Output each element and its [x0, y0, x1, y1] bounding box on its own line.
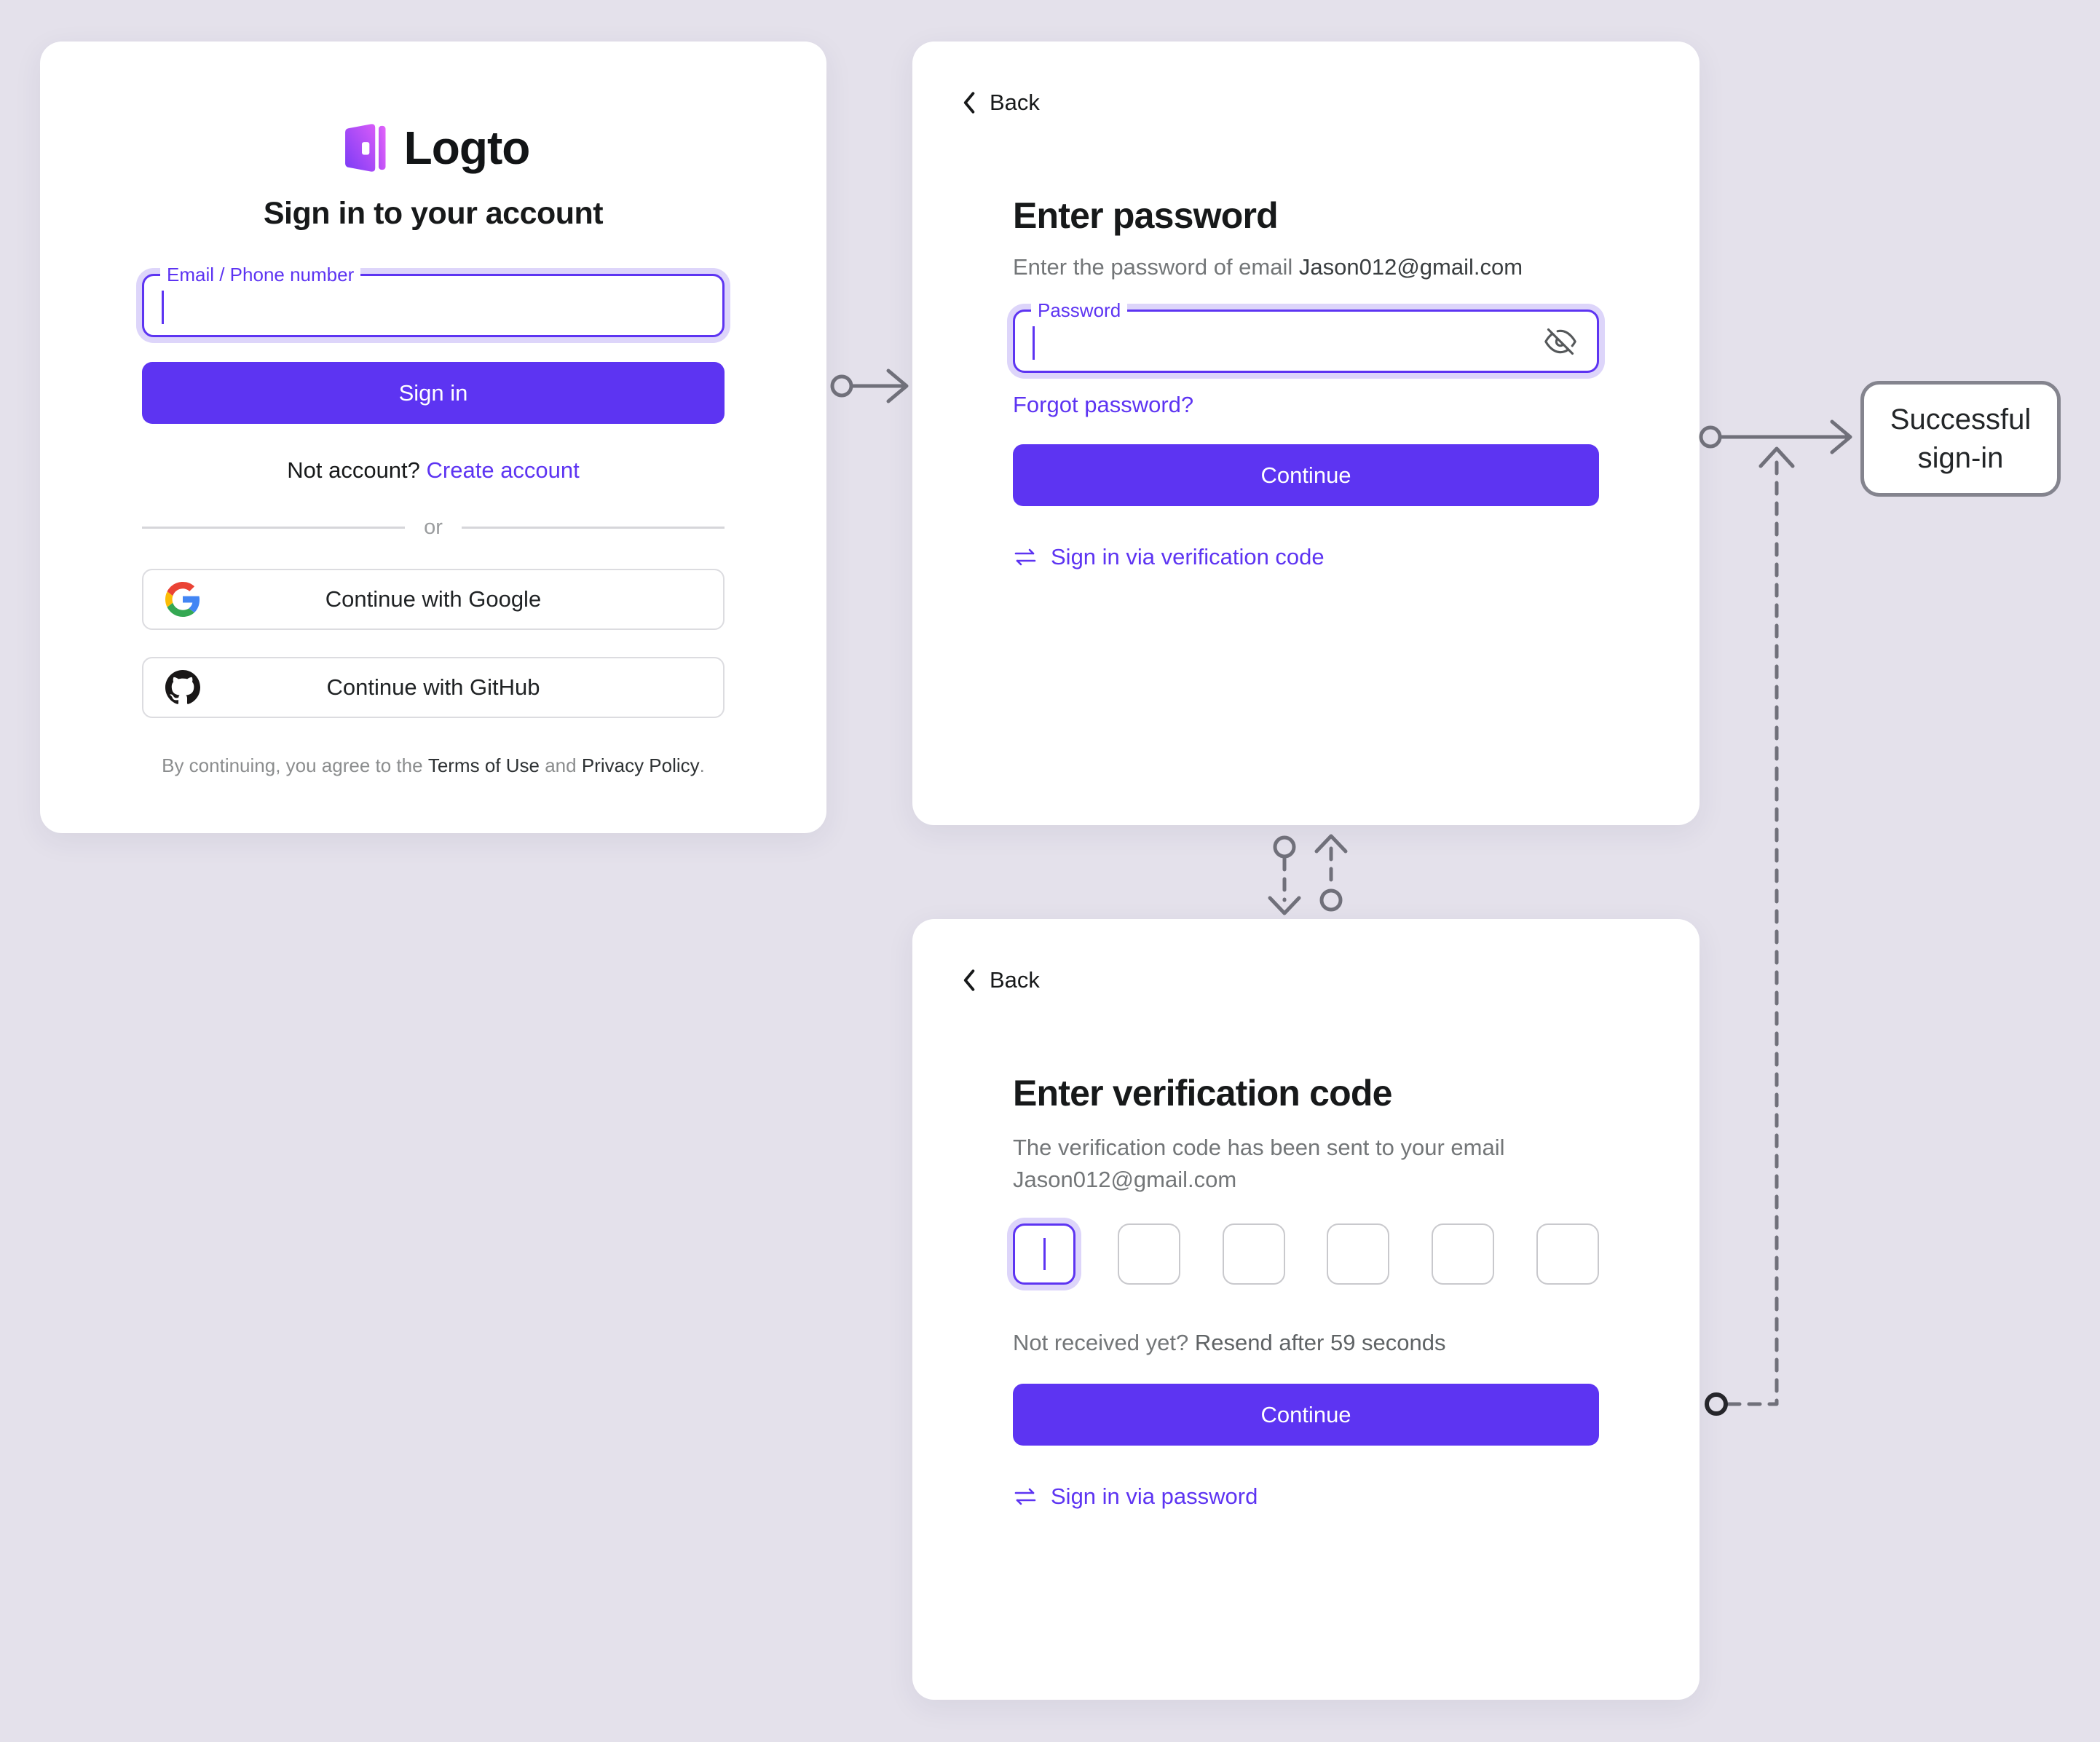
create-account-row: Not account? Create account	[287, 457, 580, 484]
switch-method-icon	[1014, 548, 1036, 566]
signin-button[interactable]: Sign in	[142, 362, 725, 424]
code-inputs	[1013, 1223, 1599, 1285]
terms-of-use-link[interactable]: Terms of Use	[427, 754, 540, 776]
back-button[interactable]: Back	[959, 967, 1040, 993]
github-icon	[165, 670, 200, 705]
code-digit-input-2[interactable]	[1117, 1223, 1180, 1285]
signin-title: Sign in to your account	[263, 196, 604, 231]
password-input-label: Password	[1031, 299, 1128, 323]
divider-label: or	[424, 516, 443, 539]
logo-wordmark: Logto	[403, 122, 531, 174]
subtitle-email: Jason012@gmail.com	[1013, 1167, 1237, 1192]
continue-with-google-button[interactable]: Continue with Google	[142, 569, 725, 630]
text-caret	[162, 291, 164, 324]
password-title: Enter password	[1013, 195, 1279, 236]
identifier-input[interactable]: Email / Phone number	[142, 264, 725, 337]
github-button-label: Continue with GitHub	[326, 674, 540, 700]
eye-off-icon	[1544, 328, 1576, 355]
identifier-input-label: Email / Phone number	[160, 264, 361, 287]
resend-row: Not received yet? Resend after 59 second…	[1013, 1330, 1599, 1356]
or-divider: or	[142, 516, 725, 540]
toggle-password-visibility-button[interactable]	[1544, 326, 1576, 358]
divider-line	[142, 527, 406, 529]
signin-card: Logto Sign in to your account Email / Ph…	[40, 42, 826, 833]
divider-line	[461, 527, 725, 529]
google-icon	[165, 582, 200, 617]
privacy-policy-link[interactable]: Privacy Policy	[581, 754, 700, 776]
back-button[interactable]: Back	[959, 90, 1040, 116]
terms-conjunction: and	[545, 754, 577, 776]
switch-method-row: Sign in via password	[1013, 1483, 1599, 1510]
verification-subtitle: The verification code has been sent to y…	[1013, 1132, 1599, 1196]
terms-row: By continuing, you agree to the Terms of…	[162, 754, 705, 777]
successful-signin-node: Successful sign-in	[1860, 381, 2061, 497]
resend-prefix: Not received yet?	[1013, 1330, 1189, 1355]
verification-title: Enter verification code	[1013, 1073, 1392, 1114]
text-caret	[1043, 1238, 1046, 1270]
switch-method-icon	[1014, 1488, 1036, 1505]
continue-with-github-button[interactable]: Continue with GitHub	[142, 657, 725, 718]
enter-password-card: Back Enter password Enter the password o…	[912, 42, 1700, 825]
create-account-link[interactable]: Create account	[426, 457, 580, 483]
logto-door-icon	[337, 120, 392, 176]
chevron-left-icon	[963, 92, 975, 114]
logto-logo: Logto	[337, 120, 530, 176]
code-digit-input-6[interactable]	[1536, 1223, 1599, 1285]
forgot-password-link[interactable]: Forgot password?	[1013, 392, 1194, 417]
continue-button[interactable]: Continue	[1013, 444, 1599, 506]
chevron-left-icon	[963, 969, 975, 991]
google-button-label: Continue with Google	[325, 586, 542, 612]
no-account-text: Not account?	[287, 457, 420, 483]
signin-via-password-link[interactable]: Sign in via password	[1051, 1483, 1258, 1509]
subtitle-prefix: Enter the password of email	[1013, 254, 1293, 280]
subtitle-text: The verification code has been sent to y…	[1013, 1135, 1505, 1160]
successful-signin-label: Successful sign-in	[1890, 403, 2032, 474]
signin-via-verification-code-link[interactable]: Sign in via verification code	[1051, 544, 1325, 570]
back-label: Back	[990, 90, 1040, 115]
code-digit-input-3[interactable]	[1222, 1223, 1285, 1285]
terms-prefix: By continuing, you agree to the	[162, 754, 423, 776]
password-subtitle: Enter the password of email Jason012@gma…	[1013, 254, 1599, 280]
terms-suffix: .	[699, 754, 705, 776]
switch-method-row: Sign in via verification code	[1013, 544, 1599, 570]
subtitle-email: Jason012@gmail.com	[1298, 254, 1523, 280]
code-digit-input-5[interactable]	[1432, 1223, 1495, 1285]
back-label: Back	[990, 967, 1040, 993]
verification-code-card: Back Enter verification code The verific…	[912, 919, 1700, 1700]
code-digit-input-4[interactable]	[1327, 1223, 1390, 1285]
code-digit-input-1[interactable]	[1013, 1223, 1075, 1285]
password-input[interactable]: Password	[1013, 299, 1599, 373]
resend-countdown: Resend after 59 seconds	[1194, 1330, 1446, 1355]
continue-button[interactable]: Continue	[1013, 1384, 1599, 1446]
text-caret	[1033, 326, 1035, 360]
